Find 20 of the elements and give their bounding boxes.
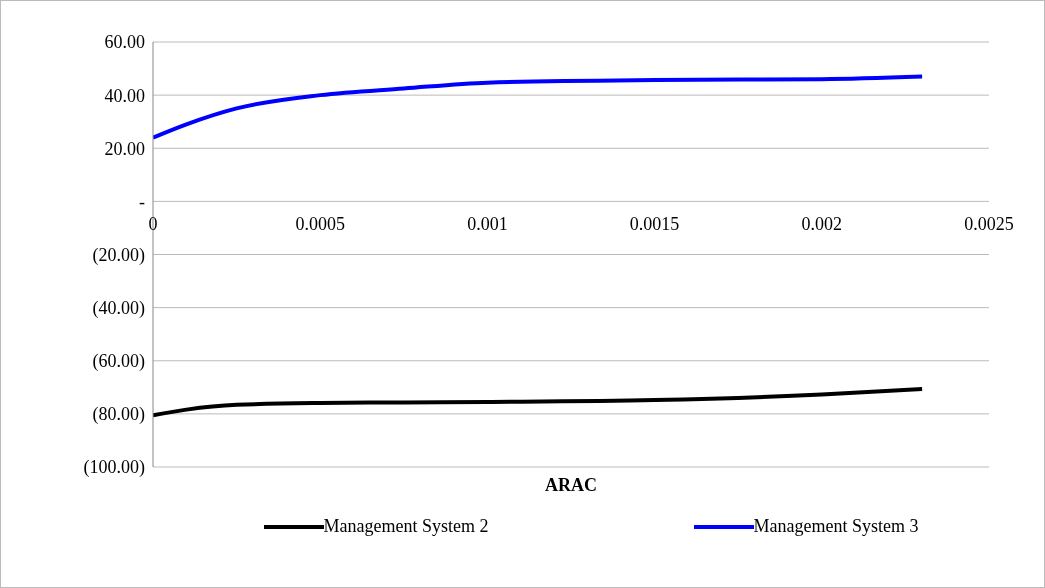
x-tick-label: 0.0025 [964,214,1014,234]
y-tick-label: (40.00) [92,298,145,320]
y-tick-label: 40.00 [104,85,145,106]
x-tick-label: 0.002 [801,214,843,234]
y-tick-label: 60.00 [104,32,145,53]
x-tick-label: 0 [148,214,158,234]
y-tick-label: 20.00 [104,138,145,159]
x-tick-label: 0.0015 [629,214,680,234]
y-tick-label: - [139,191,145,212]
x-axis-title: ARAC [545,474,597,495]
legend-label: Management System 3 [753,516,919,537]
x-tick-label: 0.001 [467,214,508,234]
line-series [153,386,925,418]
x-tick-label: 0.0005 [295,214,345,234]
y-tick-label: (20.00) [92,244,145,266]
y-tick-label: (60.00) [92,351,145,373]
legend-label: Management System 2 [323,516,489,537]
line-series [153,74,925,140]
y-tick-label: (100.00) [83,457,145,479]
y-tick-label: (80.00) [92,404,145,426]
